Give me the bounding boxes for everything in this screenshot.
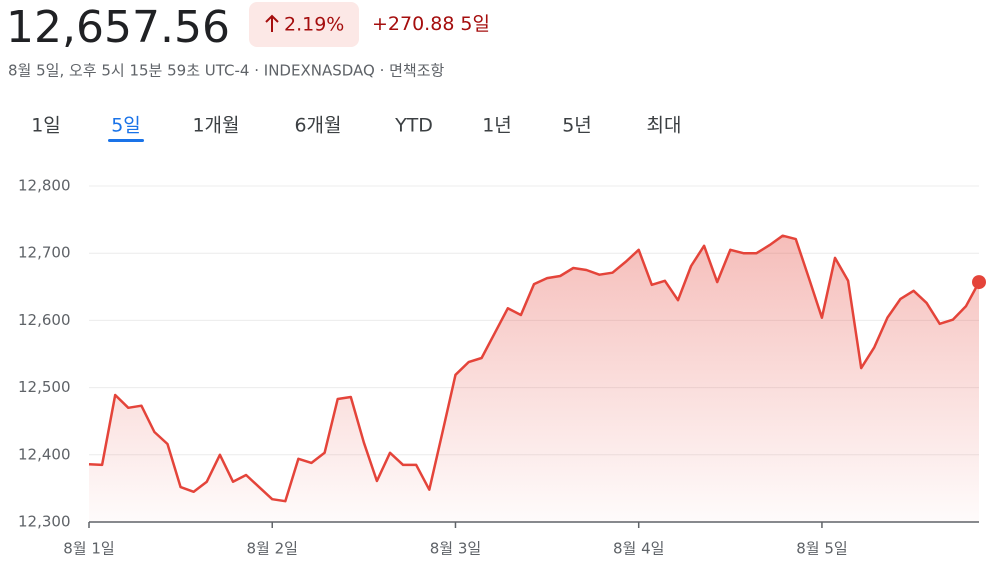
area (89, 235, 979, 522)
tab[interactable]: 5일 (111, 115, 141, 137)
x-tick-label: 8월 3일 (430, 540, 481, 558)
y-tick-label: 12,400 (18, 445, 71, 463)
change-badge (249, 2, 359, 47)
tab[interactable]: YTD (394, 115, 433, 137)
y-tick-label: 12,800 (18, 177, 71, 195)
tab[interactable]: 6개월 (294, 115, 341, 137)
change-value: +270.88 (372, 13, 454, 35)
y-tick-label: 12,300 (18, 513, 71, 531)
last-point (972, 275, 986, 290)
price-line (88, 234, 981, 503)
change-abs: +270.88 5일 (372, 13, 490, 35)
up-arrow (265, 14, 279, 32)
x-tick-label: 8월 1일 (63, 540, 114, 558)
tab-bar: 1일 5일 1개월 6개월 YTD 1년 5년 최대 (31, 115, 682, 142)
subtitle: 8월 5일, 오후 5시 15분 59초 UTC-4 · INDEXNASDAQ… (8, 62, 445, 80)
tab[interactable]: 5년 (562, 115, 592, 137)
change-pct: 2.19% (284, 14, 344, 36)
tab-underline (108, 139, 144, 142)
y-tick-label: 12,500 (18, 378, 71, 396)
tab[interactable]: 최대 (647, 115, 682, 137)
x-tick-label: 8월 4일 (613, 540, 664, 558)
price: 12,657.56 (6, 2, 230, 53)
tab[interactable]: 1년 (482, 115, 512, 137)
chart: 12,300 12,400 12,500 12,600 12,700 12,800 8월 1… (18, 177, 986, 558)
x-tick-label: 8월 2일 (247, 540, 298, 558)
y-tick-label: 12,700 (18, 244, 71, 262)
change-period: 5일 (460, 13, 490, 35)
tab[interactable]: 1일 (31, 115, 61, 137)
y-tick-label: 12,600 (18, 311, 71, 329)
x-tick-label: 8월 5일 (796, 540, 847, 558)
tab[interactable]: 1개월 (192, 115, 239, 137)
